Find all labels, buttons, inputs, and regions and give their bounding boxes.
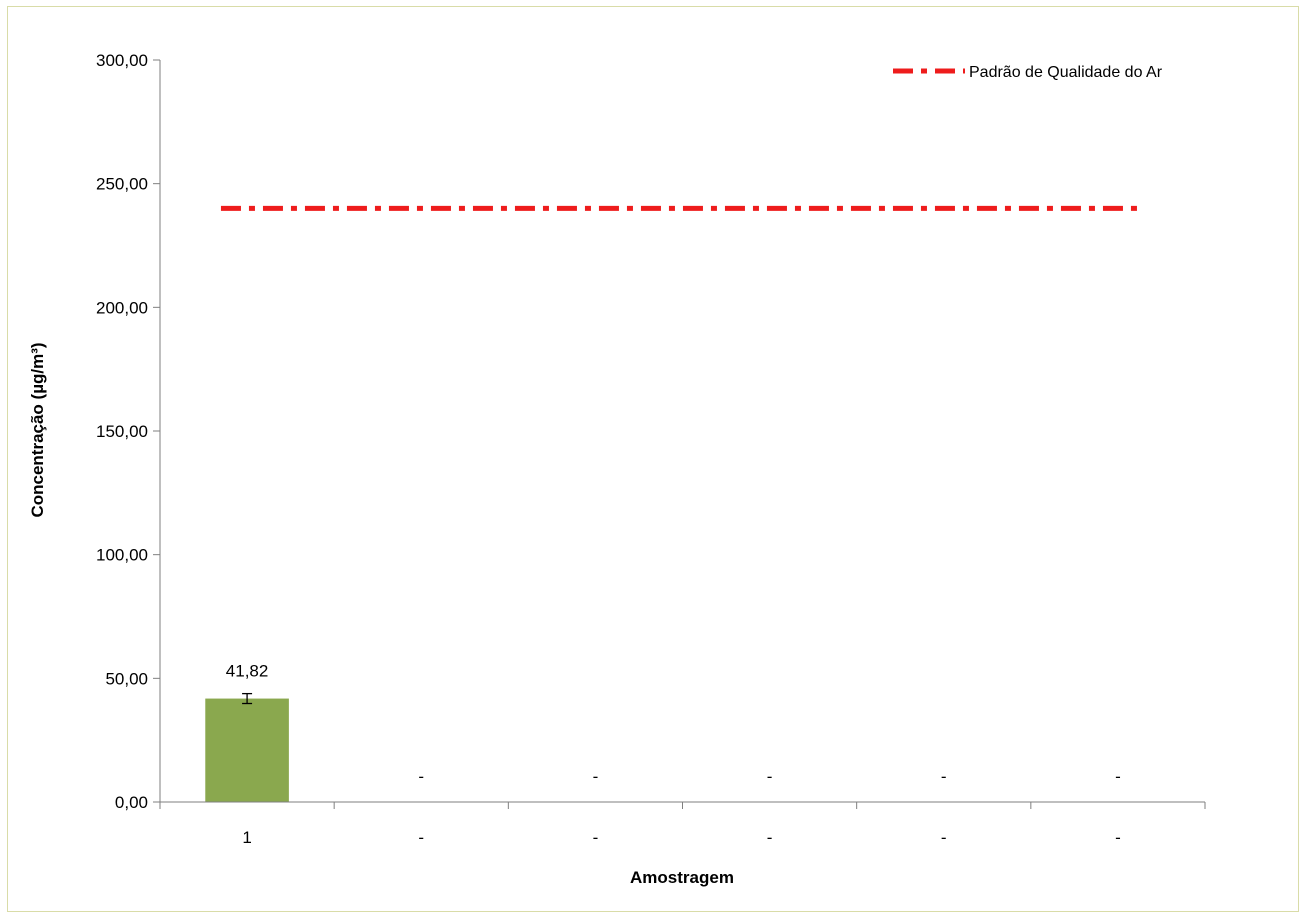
y-tick-label: 100,00 <box>96 546 148 565</box>
x-tick-label: 1 <box>242 828 251 847</box>
y-tick-label: 150,00 <box>96 422 148 441</box>
y-tick-label: 250,00 <box>96 175 148 194</box>
y-tick-label: 300,00 <box>96 51 148 70</box>
x-tick-label: - <box>593 828 599 847</box>
x-tick-label: - <box>767 828 773 847</box>
y-axis-title: Concentração (µg/m³) <box>28 342 47 517</box>
value-label: 41,82 <box>226 662 269 681</box>
y-axis-ticks: 0,00 50,00 100,00 150,00 200,00 250,00 300,00 <box>96 51 160 812</box>
x-axis-ticks: 1 - - - - - <box>159 802 1206 847</box>
y-tick-label: 0,00 <box>115 793 148 812</box>
bar <box>205 698 289 802</box>
value-label: - <box>1115 767 1121 786</box>
value-label: - <box>593 767 599 786</box>
y-tick-label: 50,00 <box>105 669 148 688</box>
value-labels: 41,82 - - - - - <box>226 662 1121 786</box>
value-label: - <box>767 767 773 786</box>
value-label: - <box>418 767 424 786</box>
legend: Padrão de Qualidade do Ar <box>893 64 1163 81</box>
y-tick-label: 200,00 <box>96 298 148 317</box>
x-tick-label: - <box>418 828 424 847</box>
value-label: - <box>941 767 947 786</box>
bars <box>205 692 289 802</box>
x-tick-label: - <box>941 828 947 847</box>
x-axis-title: Amostragem <box>630 868 734 887</box>
legend-label: Padrão de Qualidade do Ar <box>969 64 1163 81</box>
x-tick-label: - <box>1115 828 1121 847</box>
